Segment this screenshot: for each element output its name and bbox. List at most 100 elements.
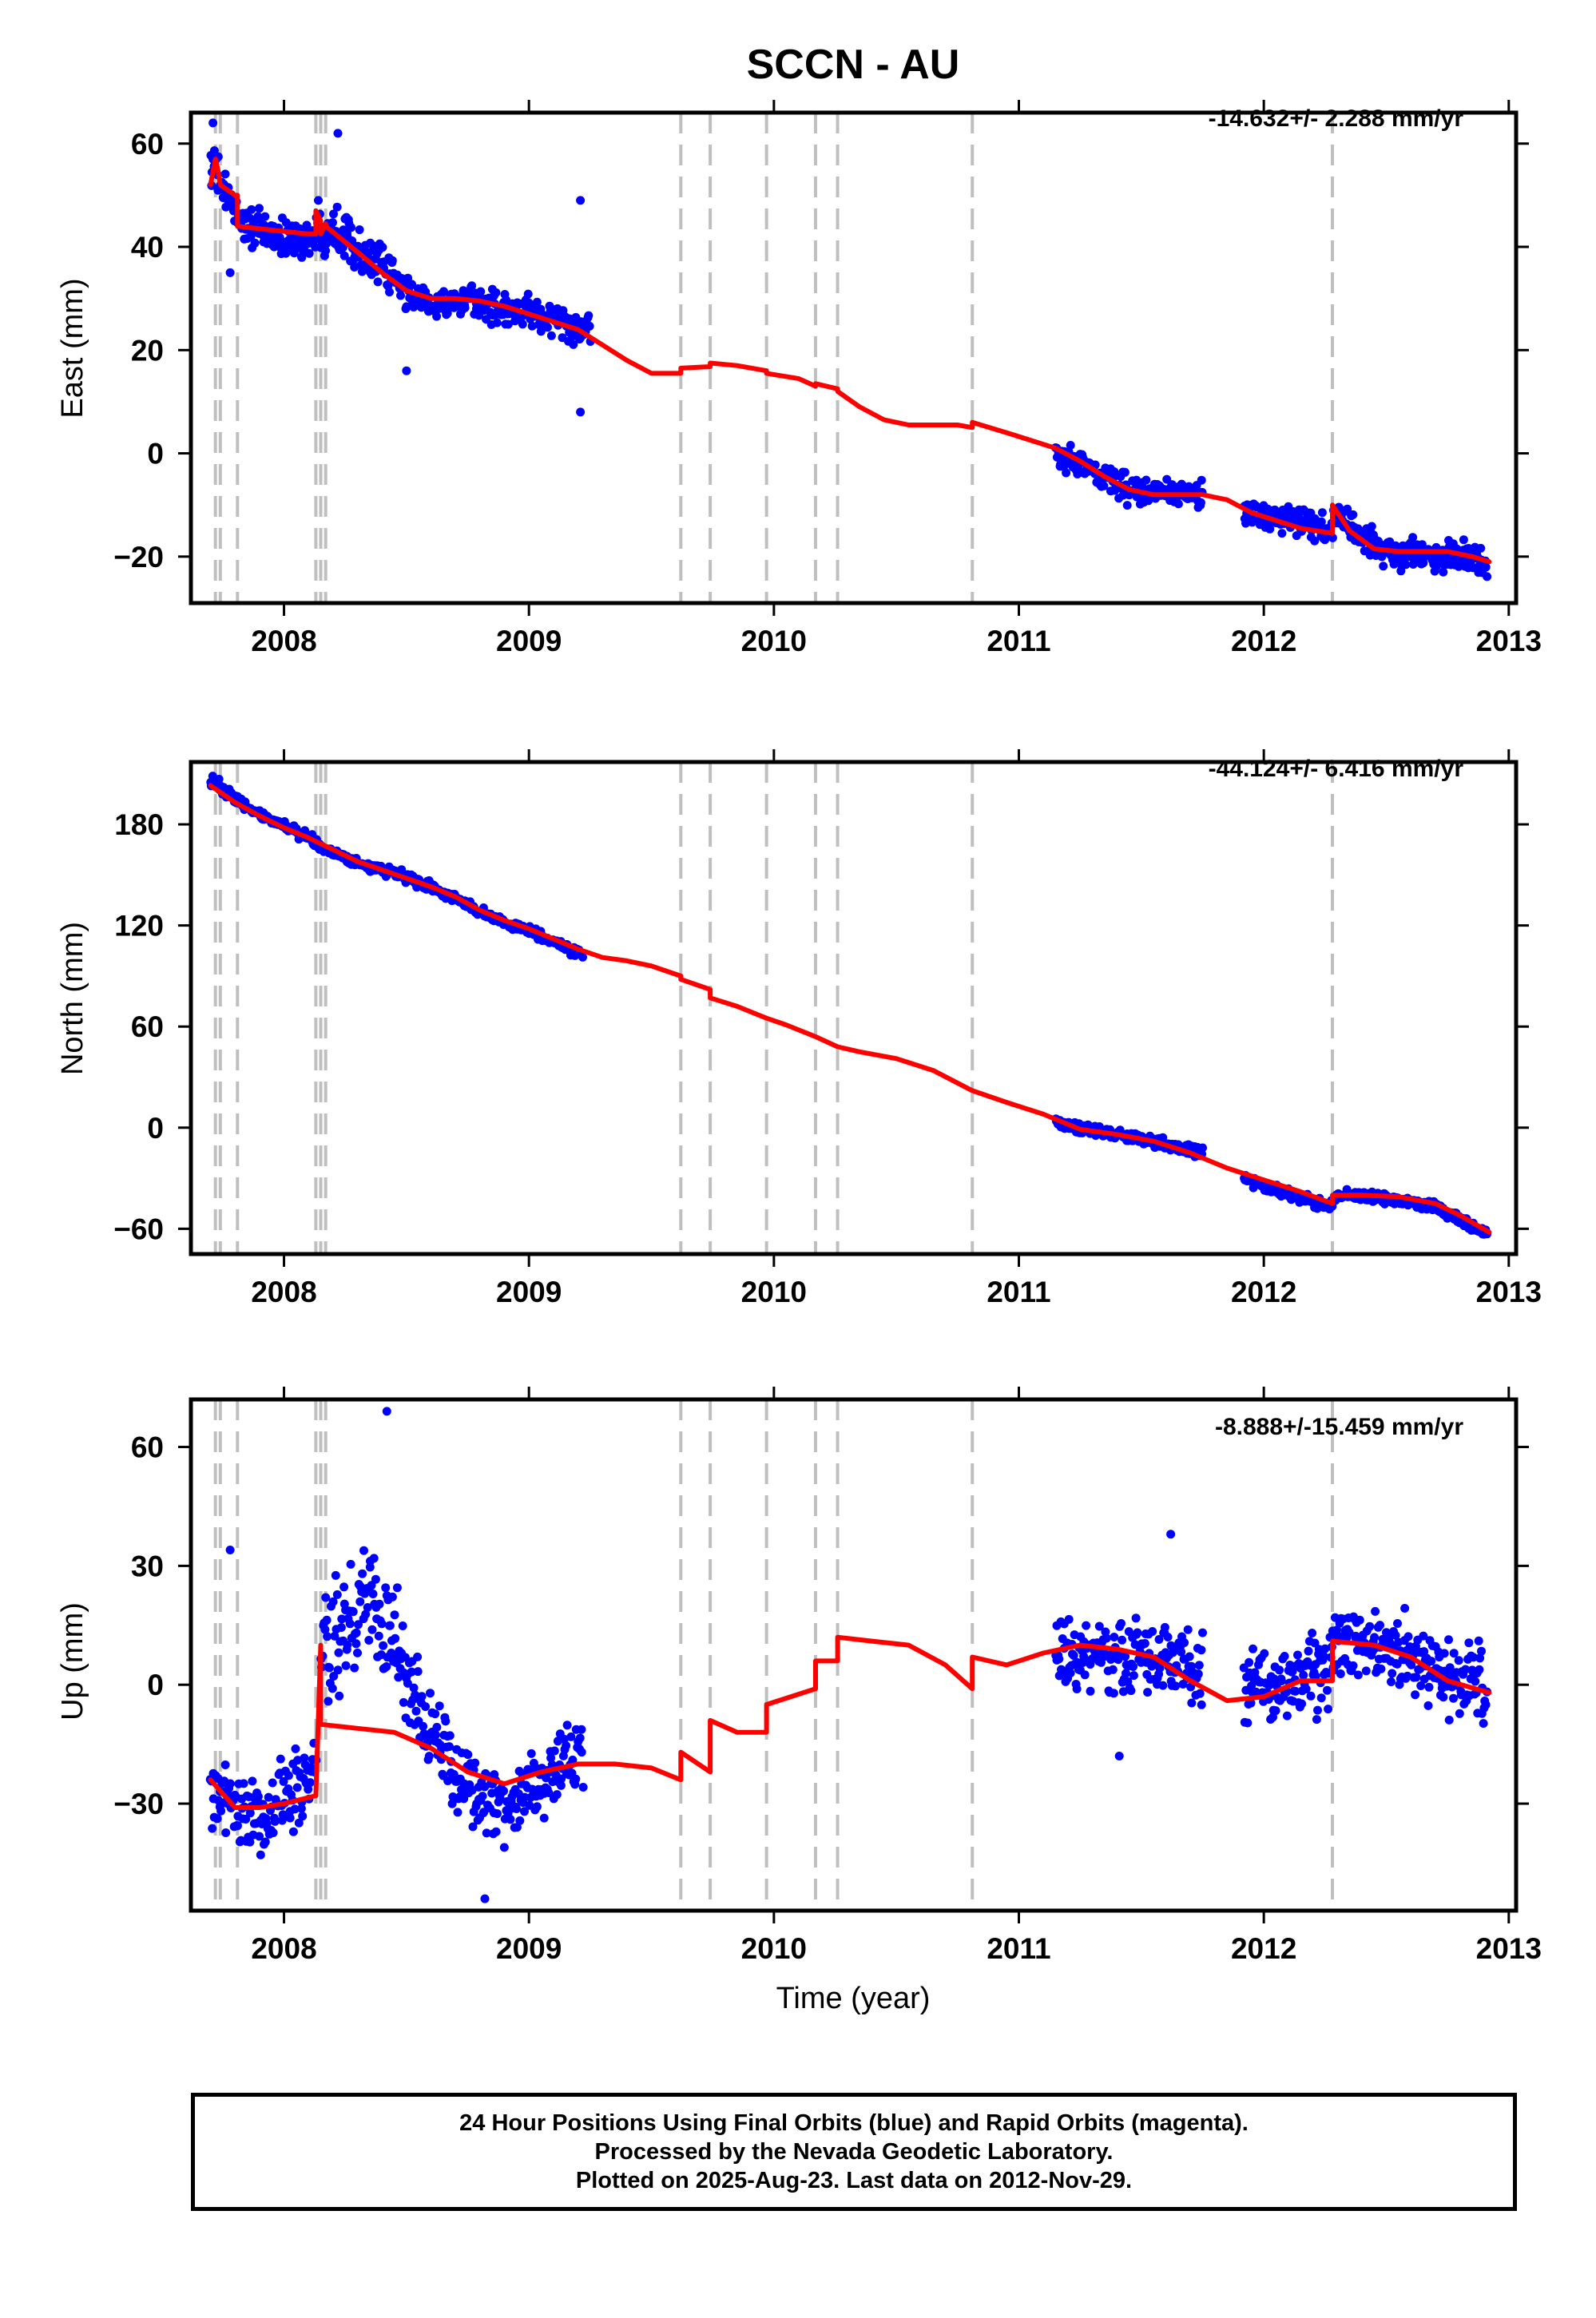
up-data-point xyxy=(1355,1615,1364,1625)
up-data-point xyxy=(1148,1627,1157,1636)
up-data-point xyxy=(339,1582,349,1592)
up-data-point xyxy=(1198,1628,1207,1637)
north-model-curve xyxy=(208,783,1492,1235)
up-data-point xyxy=(409,1683,419,1693)
up-data-point xyxy=(1264,1681,1274,1690)
east-data-point xyxy=(1483,572,1492,581)
up-x-tick-label: 2009 xyxy=(496,1932,562,1965)
up-data-point xyxy=(225,1546,235,1554)
up-data-point xyxy=(1376,1621,1384,1630)
east-y-tick-label: 60 xyxy=(131,128,164,161)
up-data-point xyxy=(552,1790,562,1800)
up-data-point xyxy=(445,1742,454,1752)
up-data-point xyxy=(334,1648,343,1657)
up-data-point xyxy=(1140,1639,1149,1648)
east-y-tick-label: 0 xyxy=(147,438,164,470)
up-data-point xyxy=(468,1822,478,1832)
up-data-point xyxy=(413,1652,423,1661)
up-data-point xyxy=(1361,1666,1371,1676)
up-x-tick-label: 2008 xyxy=(251,1932,316,1965)
up-data-point xyxy=(279,1776,288,1786)
up-data-point xyxy=(304,1784,313,1794)
up-data-point xyxy=(1449,1693,1458,1703)
up-data-point xyxy=(390,1610,399,1620)
up-data-point xyxy=(1461,1665,1471,1674)
up-data-point xyxy=(577,1725,586,1734)
up-data-point xyxy=(575,1733,585,1743)
up-data-point xyxy=(367,1581,376,1590)
up-y-tick-label: −30 xyxy=(113,1788,164,1820)
east-y-tick-label: 20 xyxy=(131,334,164,367)
up-data-point xyxy=(1297,1699,1307,1709)
east-data-point xyxy=(1481,562,1491,572)
up-data-point xyxy=(1143,1688,1153,1697)
north-data-points xyxy=(206,772,1492,1239)
up-data-point xyxy=(337,1614,347,1624)
up-data-point xyxy=(532,1802,542,1812)
east-data-point xyxy=(432,312,442,321)
up-data-point xyxy=(382,1662,391,1671)
east-model-curve xyxy=(208,157,1492,565)
up-data-point xyxy=(1187,1661,1197,1671)
east-data-point xyxy=(476,287,486,296)
north-break-lines xyxy=(213,762,1335,1254)
north-data-point xyxy=(578,952,587,962)
up-data-point xyxy=(359,1546,368,1555)
up-data-point xyxy=(443,1776,453,1785)
east-data-point xyxy=(1348,510,1358,519)
up-data-point xyxy=(1109,1689,1118,1698)
up-data-point xyxy=(463,1750,473,1760)
up-model-line xyxy=(208,1634,1492,1810)
up-data-point xyxy=(1419,1631,1428,1641)
east-data-point xyxy=(321,246,331,256)
up-data-point xyxy=(1419,1647,1429,1657)
up-data-point xyxy=(320,1625,330,1634)
east-data-point xyxy=(357,267,367,276)
up-data-point xyxy=(499,1786,508,1796)
up-data-point xyxy=(268,1778,277,1788)
up-data-point xyxy=(241,1815,251,1824)
east-data-point xyxy=(387,256,397,265)
up-data-point xyxy=(305,1778,315,1788)
east-data-point xyxy=(1241,518,1250,528)
east-x-tick-label: 2013 xyxy=(1476,625,1542,657)
caption-line-plotted: Plotted on 2025-Aug-23. Last data on 201… xyxy=(575,2168,1133,2193)
east-data-point xyxy=(220,169,230,179)
up-data-point xyxy=(233,1821,242,1831)
up-data-point xyxy=(328,1597,338,1606)
up-data-point xyxy=(556,1780,566,1790)
up-data-point xyxy=(571,1774,581,1784)
east-data-point xyxy=(1401,560,1411,570)
up-data-point xyxy=(453,1808,463,1817)
up-data-point xyxy=(1193,1669,1203,1679)
up-data-point xyxy=(221,1828,231,1837)
east-data-point xyxy=(1328,533,1337,542)
north-y-tick-label: −60 xyxy=(113,1213,164,1245)
up-data-point xyxy=(329,1672,339,1681)
east-data-point xyxy=(1099,481,1109,490)
up-data-point xyxy=(1271,1706,1280,1716)
up-data-point xyxy=(291,1744,300,1753)
up-data-point xyxy=(1194,1661,1204,1670)
east-data-point xyxy=(396,291,405,300)
east-data-point xyxy=(585,321,594,331)
up-data-point xyxy=(1069,1651,1078,1660)
up-data-point xyxy=(294,1818,304,1828)
up-plot-frame xyxy=(189,1397,1519,1913)
up-data-point xyxy=(403,1678,412,1688)
up-data-point xyxy=(288,1827,298,1836)
east-data-point xyxy=(385,288,394,297)
up-data-point xyxy=(1324,1705,1333,1714)
up-data-point xyxy=(371,1574,380,1584)
caption-line-orbits: 24 Hour Positions Using Final Orbits (bl… xyxy=(459,2110,1249,2136)
east-data-point xyxy=(1173,499,1183,509)
up-data-point xyxy=(225,1779,235,1788)
east-panel: 2008 2009 2010 2011 2012 2013 −20 0 20 40 60 -14.… xyxy=(56,100,1542,657)
up-data-point xyxy=(300,1753,309,1763)
up-data-point xyxy=(333,1665,343,1675)
up-data-point xyxy=(447,1799,457,1808)
north-x-tick-label: 2009 xyxy=(496,1276,562,1308)
up-data-point xyxy=(1282,1711,1292,1721)
up-data-point xyxy=(382,1407,391,1416)
